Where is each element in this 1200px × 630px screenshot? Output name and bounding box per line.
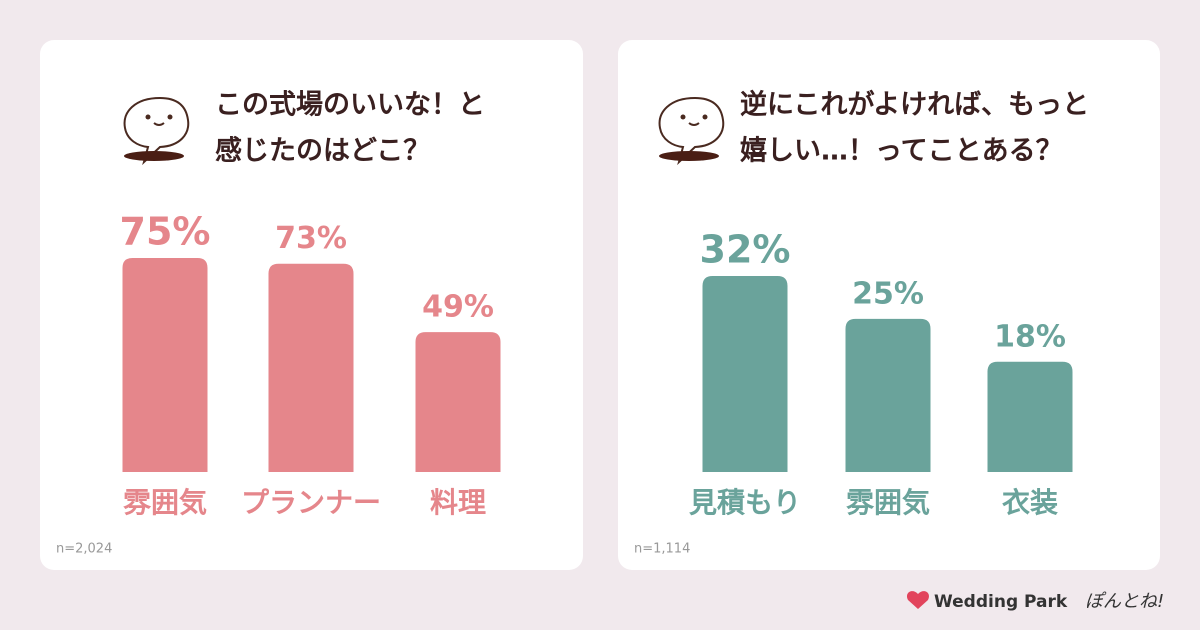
speech-icon: [658, 96, 725, 166]
sample-size: n=1,114: [634, 542, 690, 557]
category-label: 料理: [430, 486, 486, 519]
value-label: 25%: [852, 276, 924, 311]
bar: [845, 318, 931, 472]
tagline: ぽんとね!: [1085, 591, 1164, 612]
value-label: 32%: [700, 228, 791, 272]
brand: Wedding Park: [934, 592, 1068, 612]
category-label: プランナー: [241, 486, 381, 519]
category-label: 見積もり: [689, 486, 801, 519]
chart-title: 嬉しい…！ってことある？: [740, 136, 1063, 167]
sample-size: n=2,024: [56, 542, 112, 557]
value-label: 49%: [422, 290, 494, 325]
bar: [415, 332, 501, 472]
chart-title: 逆にこれがよければ、もっと: [740, 89, 1089, 121]
bar: [122, 258, 208, 472]
value-label: 75%: [120, 210, 211, 254]
value-label: 73%: [275, 221, 347, 256]
chart-title: この式場のいいな！と: [215, 90, 485, 121]
speech-icon: [123, 96, 190, 166]
category-label: 雰囲気: [846, 486, 930, 519]
bar: [987, 361, 1073, 472]
bar: [268, 263, 354, 472]
brand-logo: [907, 591, 929, 609]
category-label: 衣装: [1002, 486, 1058, 519]
bar: [702, 276, 788, 472]
category-label: 雰囲気: [123, 486, 207, 519]
chart-title: 感じたのはどこ？: [215, 135, 430, 167]
value-label: 18%: [994, 319, 1066, 354]
